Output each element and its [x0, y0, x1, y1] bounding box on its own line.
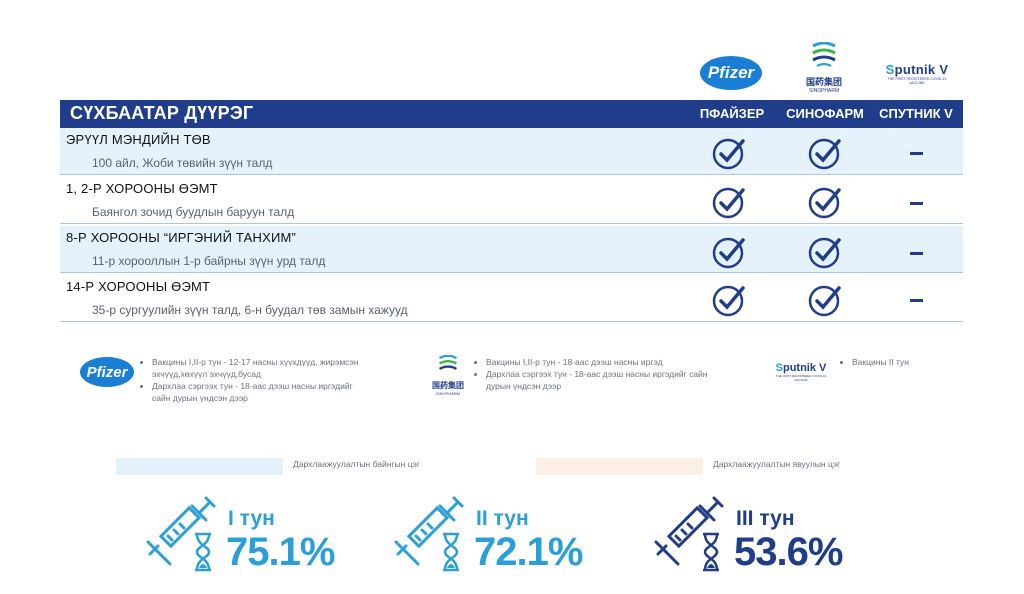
note-item: Дархлаа сэргээх тун - 18-аас дээш насны …: [486, 368, 716, 392]
syringe-icon: [146, 496, 216, 566]
dose-percent: 75.1%: [226, 530, 335, 574]
sputnik-logo: Sputnik V THE FIRST REGISTERED COVID-19 …: [885, 62, 949, 85]
hourglass-icon: [443, 532, 459, 572]
check-icon: [712, 237, 745, 269]
sinopharm-cn-text: 国药集团: [805, 77, 842, 87]
hourglass-icon: [195, 532, 211, 572]
check-icon: [808, 187, 841, 219]
legend-permanent-label: Дархлаажуулалтын байнгын цэг: [293, 459, 420, 469]
dash-icon: [910, 152, 923, 155]
hourglass-icon: [703, 532, 719, 572]
table-header: [60, 100, 963, 128]
legend-mobile-swatch: [536, 458, 703, 475]
note-item: Вакцины II тун: [852, 356, 962, 368]
location-name: 14-Р ХОРООНЫ ӨЭМТ: [66, 279, 211, 294]
location-name: ЭРҮҮЛ МЭНДИЙН ТӨВ: [66, 132, 211, 147]
column-sputnik: СПУТНИК V: [879, 106, 953, 121]
check-icon: [808, 285, 841, 317]
note-item: Дархлаа сэргээх тун - 18-аас дээш насны …: [152, 380, 372, 404]
sinopharm-en-text: SINOPHARM: [808, 88, 840, 94]
table-row: [60, 226, 963, 273]
pfizer-note: Вакцины I,II-р тун - 12-17 насны хүүхдүү…: [142, 356, 372, 404]
location-address: 100 айл, Жоби төвийн зүүн талд: [92, 156, 273, 170]
check-icon: [712, 187, 745, 219]
column-sinopharm: СИНОФАРМ: [786, 106, 864, 121]
table-row: [60, 128, 963, 175]
pfizer-logo: Pfizer: [700, 56, 762, 90]
column-pfizer: ПФАЙЗЕР: [699, 106, 765, 121]
location-name: 8-Р ХОРООНЫ “ИРГЭНИЙ ТАНХИМ”: [66, 230, 297, 245]
dose-percent: 53.6%: [734, 530, 843, 574]
sinopharm-emblem-icon: [812, 41, 836, 67]
legend-permanent-swatch: [116, 458, 283, 475]
check-icon: [712, 285, 745, 317]
pfizer-logo-small: Pfizer: [80, 357, 134, 387]
dash-icon: [910, 202, 923, 205]
dose-label: I тун: [228, 507, 275, 530]
sputnik-note: Вакцины II тун: [842, 356, 962, 368]
check-icon: [712, 138, 745, 170]
dose-label: III тун: [736, 507, 795, 530]
district-title: СҮХБААТАР ДҮҮРЭГ: [70, 103, 254, 123]
check-icon: [808, 237, 841, 269]
sinopharm-emblem-icon: [438, 354, 458, 370]
sputnik-logo-small: Sputnik V THE FIRST REGISTERED COVID-19 …: [775, 362, 827, 382]
table-row: [60, 177, 963, 224]
location-name: 1, 2-Р ХОРООНЫ ӨЭМТ: [66, 181, 218, 196]
dash-icon: [910, 299, 923, 302]
location-address: 11-р хорооллын 1-р байрны зүүн урд талд: [92, 254, 326, 268]
table-row: [60, 275, 963, 322]
check-icon: [808, 138, 841, 170]
legend-mobile-label: Дархлаажуулалтын явуулын цэг: [713, 459, 841, 469]
sinopharm-logo-small: 国药集团 SINOPHARM: [428, 354, 468, 396]
syringe-icon: [394, 496, 464, 566]
sinopharm-note: Вакцины I,II-р тун - 18-аас дээш насны и…: [476, 356, 716, 392]
dose-label: II тун: [476, 507, 529, 530]
note-item: Вакцины I,II-р тун - 18-аас дээш насны и…: [486, 356, 716, 368]
dash-icon: [910, 252, 923, 255]
sinopharm-logo: 国药集团 SINOPHARM: [800, 41, 848, 94]
location-address: Баянгол зочид буудлын баруун талд: [92, 205, 295, 219]
dose-percent: 72.1%: [474, 530, 583, 574]
location-address: 35-р сургуулийн зүүн талд, 6-н буудал тө…: [92, 303, 408, 317]
syringe-icon: [654, 496, 724, 566]
note-item: Вакцины I,II-р тун - 12-17 насны хүүхдүү…: [152, 356, 372, 380]
